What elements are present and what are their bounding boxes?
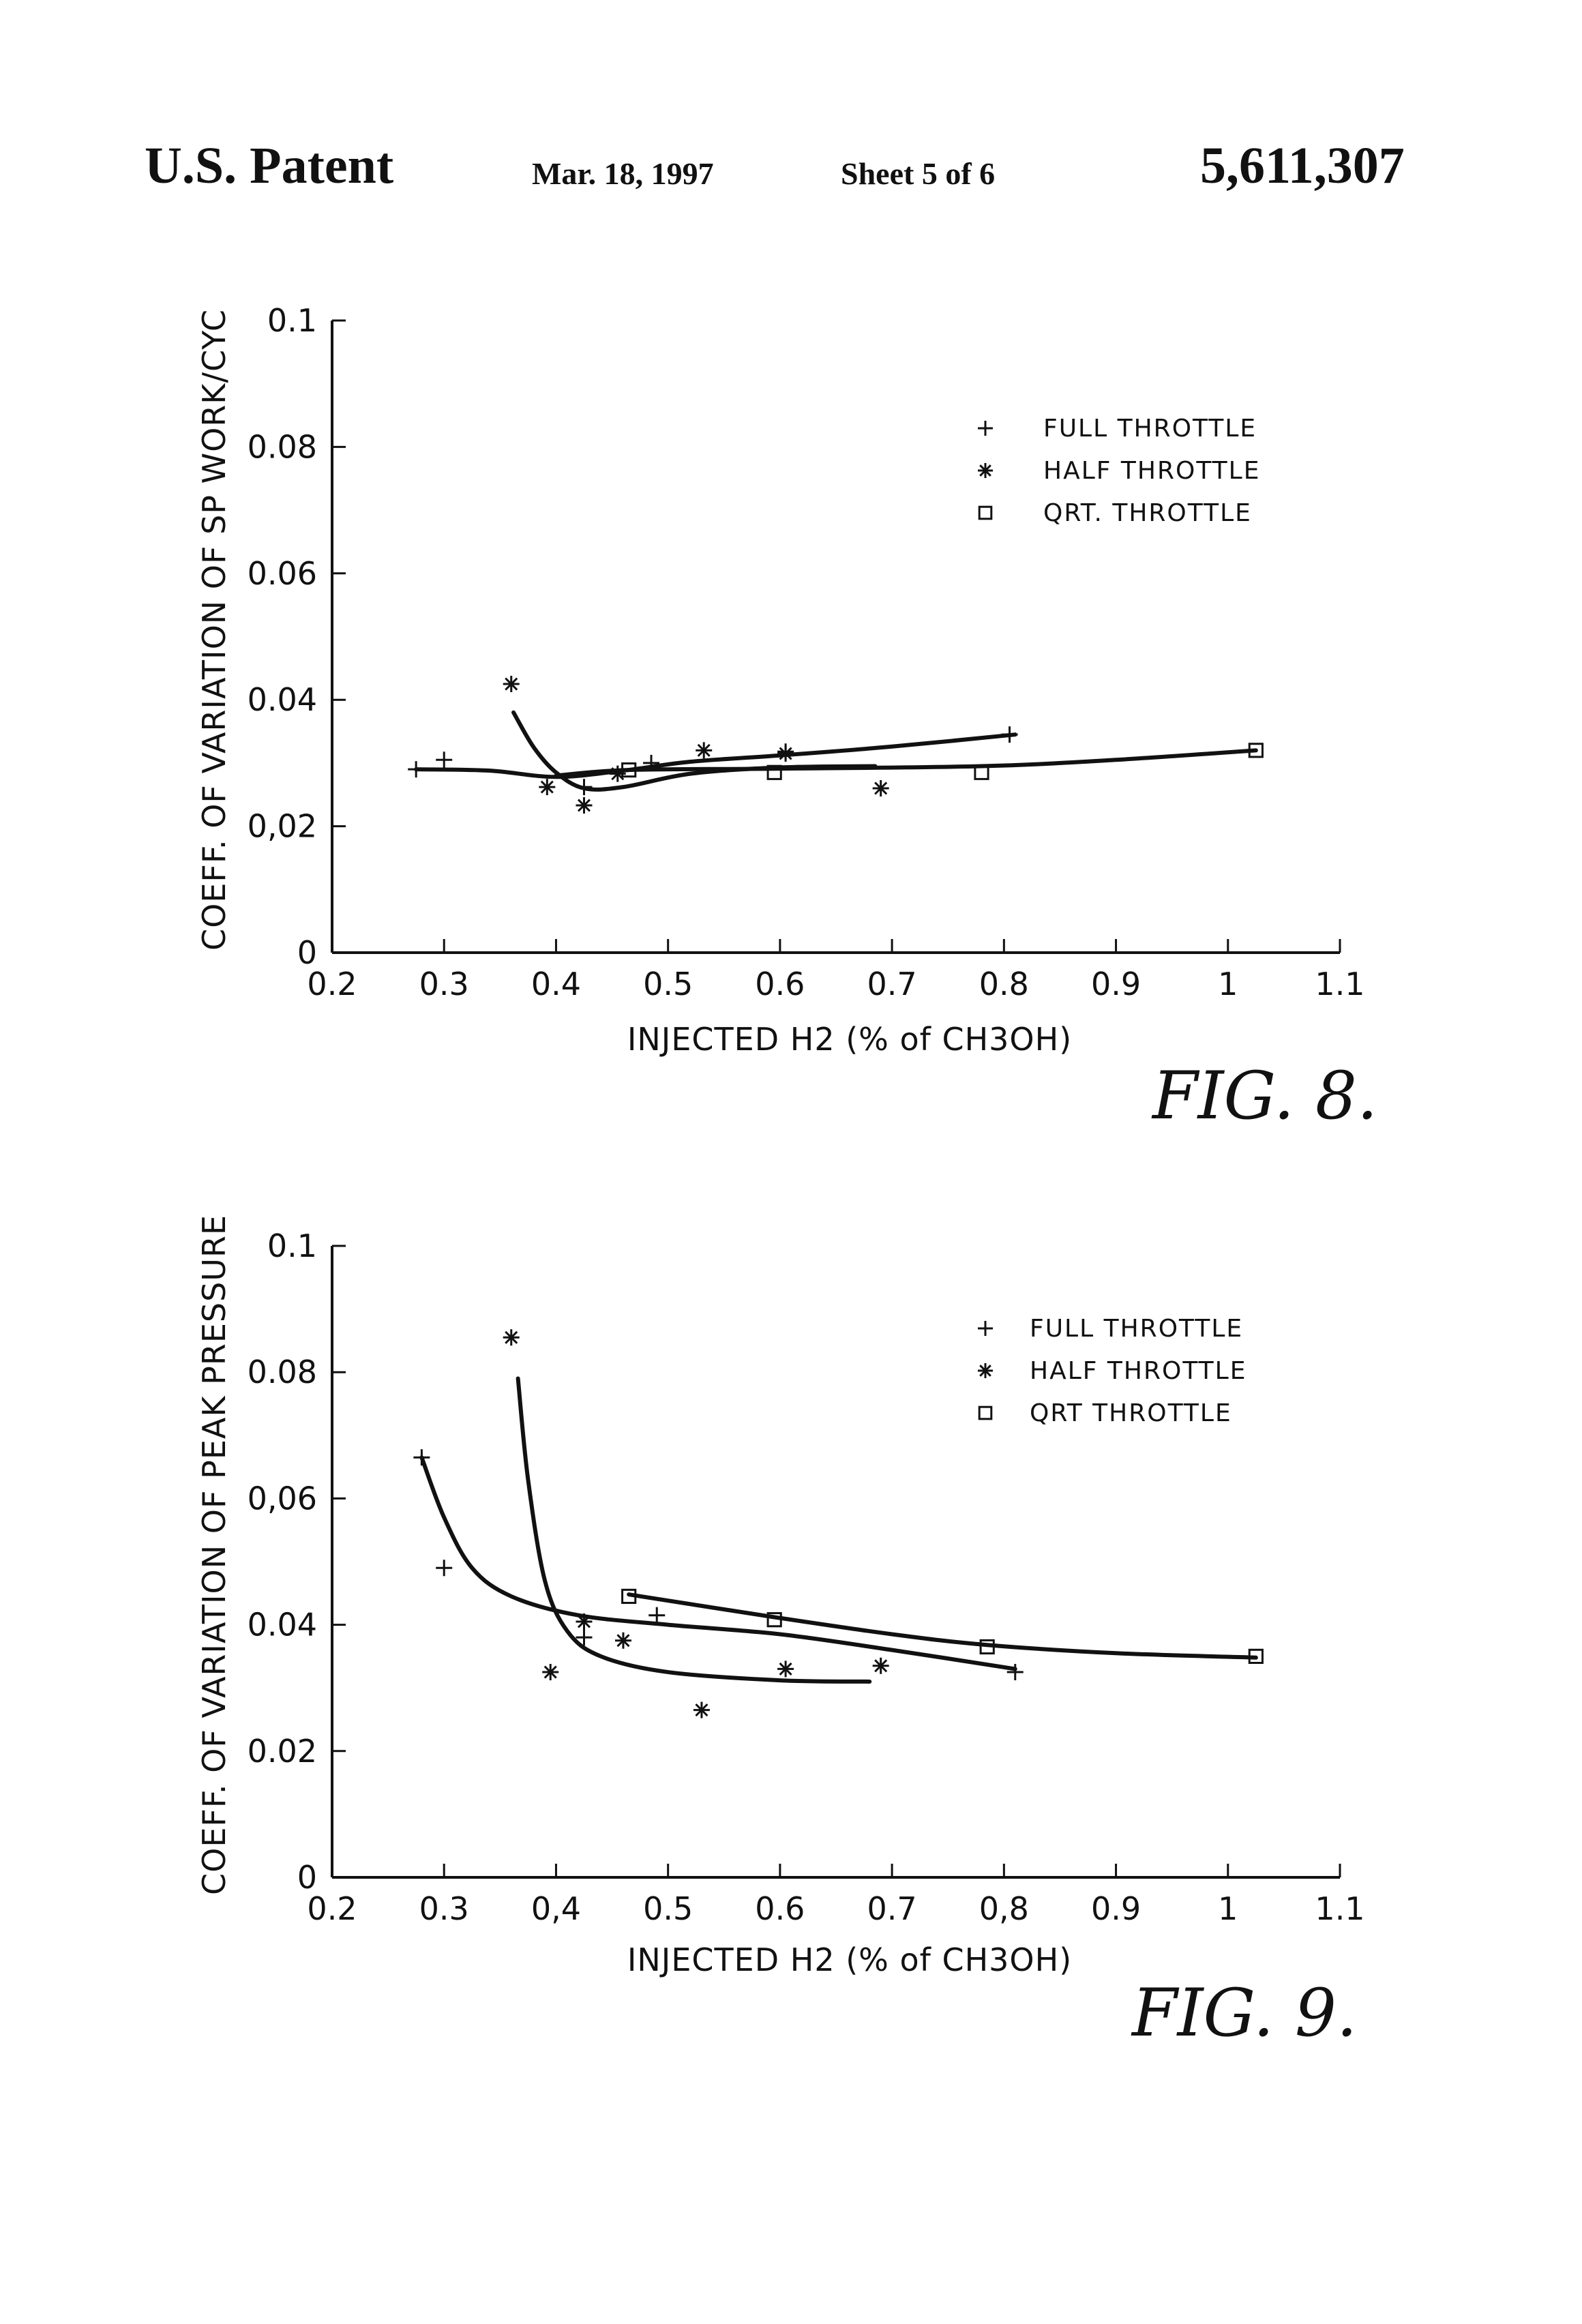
legend-marker-asterisk	[978, 1363, 993, 1378]
x-tick-label: 0.3	[419, 1890, 469, 1927]
legend-entry: QRT THROTTLE	[1030, 1399, 1232, 1427]
y-tick-label: 0.1	[267, 1227, 317, 1264]
x-axis-label: INJECTED H2 (% of CH3OH)	[627, 1941, 1072, 1978]
x-tick-label: 1	[1218, 1890, 1238, 1927]
data-point-asterisk	[576, 797, 593, 814]
y-tick-label: 0	[297, 934, 317, 971]
x-tick-label: 0.9	[1091, 1890, 1141, 1927]
y-axis-label: COEFF. OF VARIATION OF PEAK PRESSURE	[196, 1215, 233, 1895]
x-tick-label: 0.6	[755, 966, 805, 1002]
y-tick-label: 0.06	[248, 555, 317, 592]
legend-entry: FULL THROTTLE	[1043, 415, 1257, 443]
x-tick-label: 0.6	[755, 1890, 805, 1927]
x-tick-label: 0.5	[643, 1890, 693, 1927]
data-point-asterisk	[615, 1633, 631, 1649]
data-point-asterisk	[693, 1702, 710, 1718]
y-tick-label: 0.1	[267, 302, 317, 339]
data-point-plus	[436, 751, 452, 768]
data-point-asterisk	[542, 1664, 558, 1680]
data-point-asterisk	[503, 1329, 520, 1345]
data-point-plus	[648, 1607, 665, 1624]
data-point-plus	[408, 761, 424, 777]
series-curve-square	[629, 1594, 1256, 1658]
legend-marker-square	[979, 1407, 991, 1419]
figure-label: FIG. 9.	[1131, 1975, 1357, 2051]
legend-marker-asterisk	[978, 463, 993, 478]
chart-fig-8: 0.2 0.3 0.4 0.5 0.6 0.7 0.8 0.9 1 1.1 0 0,02 0.04 0.0…	[196, 302, 1377, 1134]
y-tick-label: 0.04	[248, 681, 317, 718]
y-tick-label: 0,06	[248, 1480, 317, 1517]
data-point-asterisk	[610, 766, 626, 782]
x-tick-label: 0.5	[643, 966, 693, 1002]
chart-fig-9: 0.2 0.3 0,4 0.5 0.6 0.7 0,8 0.9 1 1.1 0 0.02 0.04 0,0…	[196, 1215, 1365, 2051]
x-tick-label: 0.8	[979, 966, 1029, 1002]
data-point-plus	[413, 1449, 430, 1465]
series-curve-square	[556, 750, 1255, 775]
data-point-asterisk	[777, 1660, 794, 1677]
y-tick-label: 0.02	[248, 1733, 317, 1770]
legend-marker-square	[979, 507, 991, 519]
x-tick-label: 0,8	[979, 1890, 1029, 1927]
x-tick-label: 0.9	[1091, 966, 1141, 1002]
data-point-asterisk	[539, 779, 555, 795]
figure-label: FIG. 8.	[1151, 1058, 1377, 1134]
x-axis-label: INJECTED H2 (% of CH3OH)	[627, 1021, 1072, 1058]
x-tick-label: 0.7	[867, 966, 917, 1002]
x-tick-label: 0.2	[307, 1890, 357, 1927]
x-tick-label: 1.1	[1315, 966, 1364, 1002]
legend-marker-plus	[978, 1321, 993, 1336]
y-tick-label: 0	[297, 1859, 317, 1896]
y-tick-label: 0.08	[248, 428, 317, 465]
x-tick-label: 0.7	[867, 1890, 917, 1927]
x-tick-label: 1.1	[1315, 1890, 1364, 1927]
legend-entry: HALF THROTTLE	[1030, 1357, 1247, 1385]
legend-entry: FULL THROTTLE	[1030, 1315, 1243, 1343]
data-point-plus	[1002, 726, 1018, 743]
x-tick-label: 0,4	[531, 1890, 581, 1927]
y-tick-label: 0.08	[248, 1354, 317, 1390]
legend-marker-plus	[978, 421, 993, 436]
data-point-asterisk	[873, 1658, 889, 1674]
legend-entry: QRT. THROTTLE	[1043, 499, 1252, 527]
data-point-asterisk	[873, 780, 889, 796]
x-tick-label: 0.3	[419, 966, 469, 1002]
data-point-asterisk	[503, 676, 520, 692]
series-curve-asterisk	[518, 1378, 870, 1681]
data-point-asterisk	[696, 742, 712, 758]
y-axis-label: COEFF. OF VARIATION OF SP WORK/CYC	[196, 309, 233, 951]
x-tick-label: 0.4	[531, 966, 581, 1002]
data-point-asterisk	[777, 745, 794, 762]
data-point-plus	[436, 1560, 452, 1576]
x-tick-label: 0.2	[307, 966, 357, 1002]
legend-entry: HALF THROTTLE	[1043, 457, 1260, 485]
data-point-asterisk	[576, 1613, 593, 1630]
x-tick-label: 1	[1218, 966, 1238, 1002]
y-tick-label: 0.04	[248, 1607, 317, 1643]
y-tick-label: 0,02	[248, 808, 317, 845]
